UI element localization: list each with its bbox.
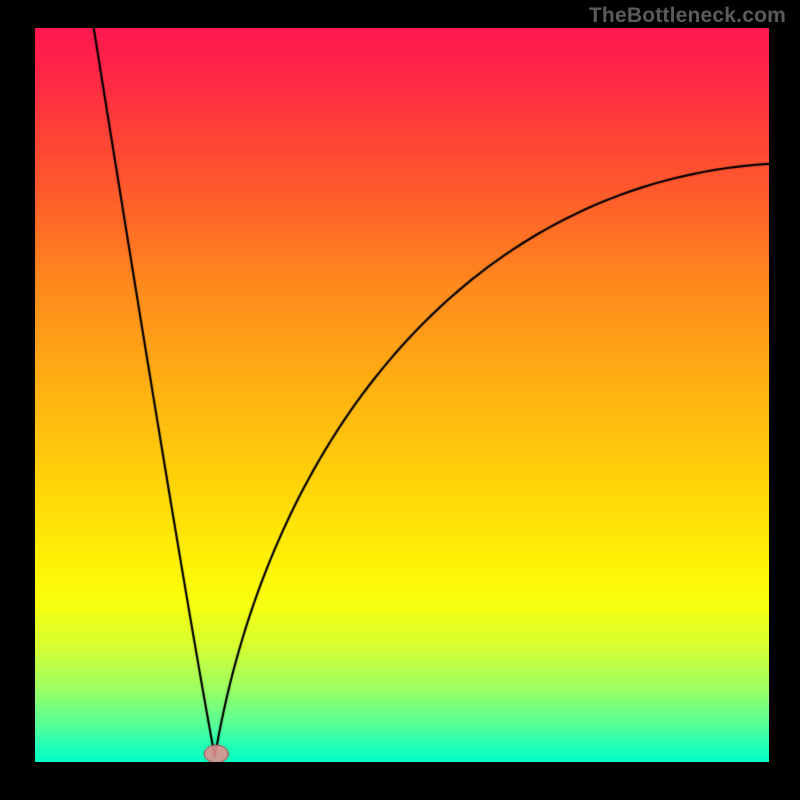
watermark-label: TheBottleneck.com bbox=[589, 4, 786, 28]
plot-area bbox=[35, 28, 769, 762]
plot-canvas bbox=[35, 28, 769, 762]
figure-root: TheBottleneck.com bbox=[0, 0, 800, 800]
